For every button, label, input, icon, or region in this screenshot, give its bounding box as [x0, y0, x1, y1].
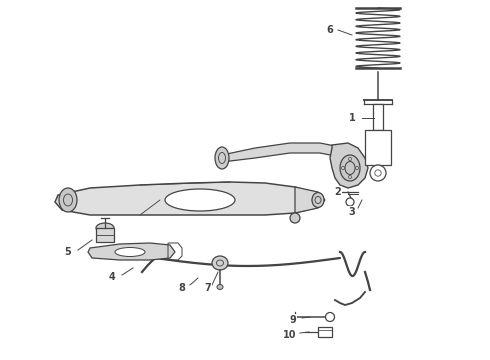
Bar: [318, 327, 332, 337]
Text: 5: 5: [65, 247, 72, 257]
Text: 7: 7: [205, 283, 211, 293]
Ellipse shape: [165, 189, 235, 211]
Ellipse shape: [96, 223, 114, 233]
Ellipse shape: [217, 284, 223, 289]
Bar: [96, 228, 114, 242]
Polygon shape: [55, 182, 318, 215]
Text: 1: 1: [348, 113, 355, 123]
Text: 10: 10: [283, 330, 297, 340]
Text: 8: 8: [178, 283, 185, 293]
Ellipse shape: [212, 256, 228, 270]
Text: 9: 9: [290, 315, 296, 325]
Text: 4: 4: [109, 272, 115, 282]
Text: 2: 2: [335, 187, 342, 197]
Ellipse shape: [370, 165, 386, 181]
Ellipse shape: [325, 312, 335, 321]
Text: 3: 3: [348, 207, 355, 217]
Ellipse shape: [312, 193, 324, 207]
Bar: [365, 130, 391, 165]
Polygon shape: [295, 187, 325, 213]
Polygon shape: [330, 143, 368, 188]
Ellipse shape: [215, 147, 229, 169]
Ellipse shape: [340, 155, 360, 181]
Bar: [373, 104, 383, 130]
Text: 6: 6: [327, 25, 333, 35]
Polygon shape: [88, 243, 175, 260]
Ellipse shape: [346, 198, 354, 206]
Ellipse shape: [115, 248, 145, 256]
Ellipse shape: [59, 188, 77, 212]
Ellipse shape: [290, 213, 300, 223]
Polygon shape: [222, 143, 345, 162]
